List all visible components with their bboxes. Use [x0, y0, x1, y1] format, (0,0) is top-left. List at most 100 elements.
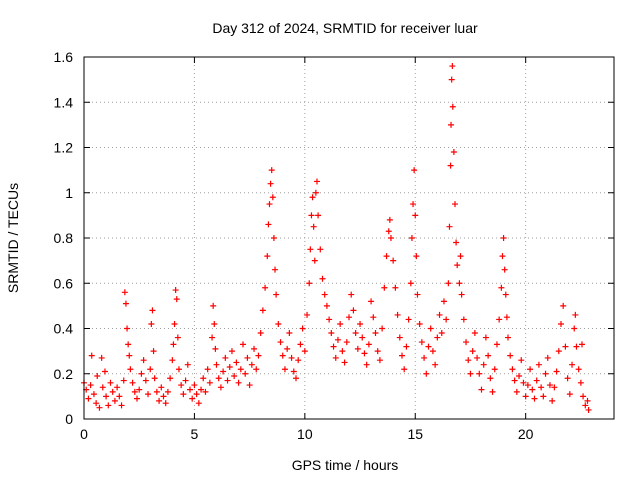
data-point [109, 388, 116, 395]
data-point [269, 194, 276, 201]
data-point [105, 402, 112, 409]
data-point [443, 316, 450, 323]
data-point [184, 361, 191, 368]
data-point [499, 253, 506, 260]
data-point [500, 235, 507, 241]
data-point [85, 395, 92, 402]
data-point [215, 375, 222, 382]
data-point [427, 325, 434, 332]
x-tick-label: 20 [518, 426, 534, 442]
data-point [147, 366, 154, 373]
data-point [482, 334, 489, 341]
data-point [321, 291, 328, 298]
data-point [284, 345, 291, 352]
data-point [446, 223, 453, 230]
data-point [312, 189, 319, 196]
data-point [114, 384, 121, 391]
data-point [162, 400, 169, 407]
data-point [266, 201, 273, 208]
data-point [582, 402, 589, 409]
data-point [573, 343, 580, 350]
data-point [578, 341, 585, 348]
data-point [383, 253, 390, 260]
data-point [346, 314, 352, 321]
data-point [429, 348, 436, 355]
data-point [328, 330, 335, 337]
data-point [454, 262, 461, 269]
data-point [334, 336, 341, 343]
data-point [348, 291, 355, 298]
data-point [150, 348, 157, 355]
data-point [460, 316, 467, 323]
data-point [511, 377, 518, 384]
data-point [449, 63, 456, 70]
data-point [339, 348, 346, 355]
data-point [251, 345, 258, 352]
data-point [564, 375, 571, 382]
data-point [496, 316, 503, 323]
data-point [390, 257, 397, 264]
x-tick-label: 5 [191, 426, 199, 442]
data-point [319, 275, 326, 282]
data-point [174, 334, 181, 341]
data-point [200, 375, 207, 382]
data-point [160, 393, 167, 400]
data-point [151, 375, 158, 382]
data-point [118, 402, 125, 409]
data-point [450, 149, 457, 156]
data-point [376, 357, 383, 364]
data-point [357, 320, 364, 327]
x-tick-label: 10 [297, 426, 313, 442]
data-point [498, 284, 505, 291]
data-point [465, 357, 472, 364]
data-point [456, 280, 463, 287]
data-point [164, 388, 171, 395]
data-point [231, 373, 238, 380]
data-point [101, 368, 108, 375]
data-point [365, 341, 372, 348]
data-point [156, 397, 163, 404]
data-point [354, 345, 361, 352]
data-point [467, 370, 474, 377]
data-point [195, 400, 202, 407]
data-point [524, 382, 531, 389]
data-point [368, 298, 375, 305]
data-point [242, 370, 249, 377]
data-point [191, 382, 198, 389]
data-point [326, 316, 333, 323]
data-point [509, 366, 516, 373]
data-point [246, 382, 253, 389]
data-point [268, 167, 275, 174]
data-point [288, 354, 295, 361]
data-point [531, 395, 538, 402]
x-tick-label: 15 [407, 426, 423, 442]
data-point [111, 397, 118, 404]
data-point [562, 343, 569, 350]
data-point [172, 287, 179, 294]
data-point [447, 162, 454, 169]
x-tick-label: 0 [80, 426, 88, 442]
data-point [88, 352, 95, 359]
data-point [212, 345, 219, 352]
data-point [379, 325, 386, 332]
data-point [392, 284, 399, 291]
data-point [363, 361, 370, 368]
data-point [173, 296, 180, 303]
data-point [94, 373, 101, 380]
data-point [505, 334, 511, 341]
data-point [337, 320, 344, 327]
data-point [297, 341, 304, 348]
data-point [463, 339, 470, 346]
y-tick-label: 1.6 [54, 49, 74, 65]
data-point [370, 314, 377, 321]
data-point [257, 330, 264, 337]
data-point [485, 352, 492, 359]
data-point [381, 284, 388, 291]
data-point [372, 330, 379, 337]
data-point [210, 302, 217, 309]
data-point [145, 391, 152, 398]
data-point [549, 397, 556, 404]
data-point [107, 379, 114, 386]
data-point [217, 384, 224, 391]
data-point [408, 235, 415, 241]
